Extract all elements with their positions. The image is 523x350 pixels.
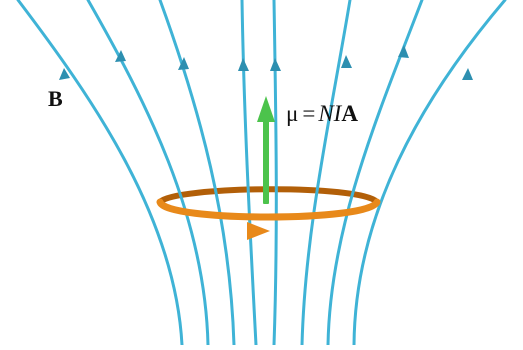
field-line-5 xyxy=(272,0,278,347)
current-loop-front xyxy=(156,198,381,240)
field-line-3 xyxy=(158,0,236,347)
magnetic-moment-formula: μ = NIA xyxy=(286,102,358,125)
up-arrowhead-icon xyxy=(341,55,352,68)
up-arrowhead-icon xyxy=(270,58,281,71)
right-arrowhead-icon xyxy=(247,222,270,240)
formula-symbol: μ xyxy=(286,101,299,126)
field-line-6 xyxy=(300,0,352,347)
field-line-7 xyxy=(326,0,424,347)
up-arrowhead-icon xyxy=(59,68,70,80)
formula-equals: = xyxy=(302,101,316,126)
field-label: B xyxy=(48,86,63,111)
up-arrowhead-icon xyxy=(238,58,249,71)
field-line-4 xyxy=(240,0,258,347)
field-line-8 xyxy=(352,0,507,347)
up-arrowhead-icon xyxy=(178,57,189,70)
field-line-1 xyxy=(16,0,184,347)
up-arrowhead-icon xyxy=(398,45,409,58)
field-line-arrowheads xyxy=(59,45,473,80)
formula-vector: A xyxy=(341,101,358,126)
up-arrowhead-icon xyxy=(462,68,473,80)
magnetic-field-lines xyxy=(16,0,507,347)
formula-variables: NI xyxy=(318,101,342,126)
up-arrowhead-icon xyxy=(115,50,126,62)
field-line-2 xyxy=(86,0,210,347)
up-arrow-icon xyxy=(257,96,275,204)
